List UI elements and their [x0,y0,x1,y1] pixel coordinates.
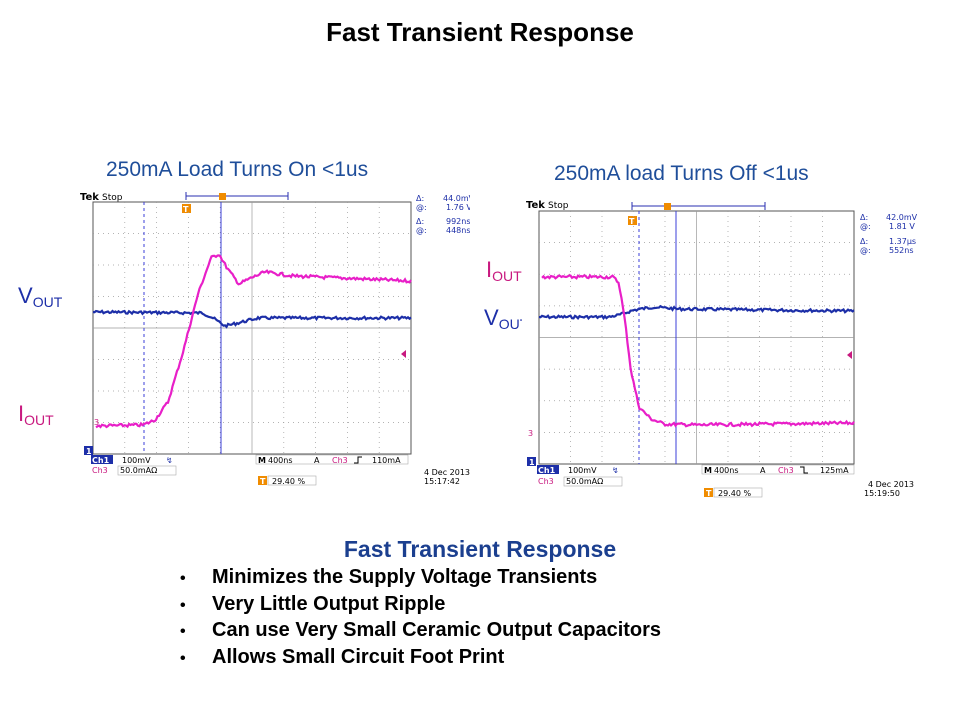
trigger-level-icon [401,350,406,358]
trigger-mode: A [314,456,320,465]
ch1-ground-marker-icon [527,457,536,466]
svg-text:Δ:: Δ: [860,213,868,222]
bullet-item: • Allows Small Circuit Foot Print [180,645,661,672]
right-vout-label: VOUT [484,305,529,332]
rising-edge-icon [354,456,362,464]
falling-edge-icon [800,466,808,474]
svg-text:@:: @: [416,203,427,212]
bullet-item: • Very Little Output Ripple [180,592,661,619]
scope-state: Stop [102,193,123,203]
left-scope-heading: 250mA Load Turns On <1us [106,158,369,181]
svg-text:1: 1 [86,447,92,456]
left-oscilloscope-capture: Tek Stop T 1 3 Δ: 44.0mV @: 1.76 V Δ: 99… [78,188,475,490]
trigger-level: 125mA [820,466,849,475]
slide-title: Fast Transient Response [326,17,634,47]
capture-date: 4 Dec 2013 [868,480,914,489]
bullet-icon: • [180,596,186,614]
svg-text:@:: @: [860,246,871,255]
trigger-position-icon [182,204,191,213]
readout-delta-t: 992ns [446,217,470,226]
trigger-position-icon [628,216,637,225]
trigger-level-icon [847,351,852,359]
svg-text:T: T [260,477,266,486]
ch1-label: Ch1 [92,456,110,465]
svg-text:1: 1 [529,458,535,467]
trigger-position: 29.40 % [272,477,305,486]
svg-text:Δ:: Δ: [860,237,868,246]
right-iout-label: IOUT [486,257,522,284]
svg-text:@:: @: [416,226,427,235]
svg-text:↯: ↯ [612,466,619,475]
ch1-scale: 100mV [122,456,151,465]
svg-text:@:: @: [860,222,871,231]
ch3-ground-marker-icon: 3 [94,418,99,427]
left-vout-label: VOUT [18,283,63,310]
ch3-ground-marker-icon: 3 [528,429,533,438]
trigger-source: Ch3 [332,456,348,465]
capture-time: 15:19:50 [864,489,900,498]
readout-delta-t: 1.37µs [889,237,916,246]
svg-text:Δ:: Δ: [416,194,424,203]
vout-trace [92,309,412,329]
svg-text:M: M [258,456,266,465]
capture-time: 15:17:42 [424,477,460,486]
ch1-label: Ch1 [538,466,556,475]
ch1-scale: 100mV [568,466,597,475]
svg-text:T: T [629,217,635,226]
left-iout-label: IOUT [18,401,54,428]
svg-text:T: T [706,489,712,498]
readout-at-v: 1.76 V [446,203,470,212]
timebase: 400ns [714,466,739,475]
trigger-mode: A [760,466,766,475]
svg-text:M: M [704,466,712,475]
trigger-position: 29.40 % [718,489,751,498]
trigger-source: Ch3 [778,466,794,475]
scope-brand: Tek [80,192,99,203]
ch1-ground-marker-icon [84,446,93,455]
bullet-icon: • [180,570,186,587]
right-oscilloscope-capture: Tek Stop T 1 3 Δ: 42.0mV @: 1.81 V Δ: 1.… [522,198,942,502]
readout-at-t: 448ns [446,226,470,235]
ch3-label: Ch3 [538,477,554,486]
ch3-scale: 50.0mAΩ [120,466,157,475]
capture-date: 4 Dec 2013 [424,468,470,477]
timebase: 400ns [268,456,293,465]
svg-text:Δ:: Δ: [416,217,424,226]
scope-brand: Tek [526,200,545,211]
readout-delta-v: 42.0mV [886,213,918,222]
svg-text:T: T [183,205,189,214]
iout-trace [95,254,412,429]
trigger-marker-top-icon [219,193,226,200]
bullet-icon: • [180,623,186,640]
readout-at-t: 552ns [889,246,914,255]
bullet-icon: • [180,649,186,667]
scope-state: Stop [548,201,569,211]
ch3-scale: 50.0mAΩ [566,477,603,486]
iout-trace [541,273,855,428]
summary-bullet-list: • Minimizes the Supply Voltage Transients… [180,565,661,671]
vout-trace [538,304,855,321]
trigger-marker-top-icon [664,203,671,210]
trigger-level: 110mA [372,456,401,465]
svg-text:↯: ↯ [166,456,173,465]
right-scope-heading: 250mA load Turns Off <1us [554,162,809,185]
summary-title: Fast Transient Response [343,536,617,562]
readout-delta-v: 44.0mV [443,194,470,203]
bullet-item: • Minimizes the Supply Voltage Transients [180,565,661,592]
ch3-label: Ch3 [92,466,108,475]
readout-at-v: 1.81 V [889,222,915,231]
bullet-item: • Can use Very Small Ceramic Output Capac… [180,618,661,645]
